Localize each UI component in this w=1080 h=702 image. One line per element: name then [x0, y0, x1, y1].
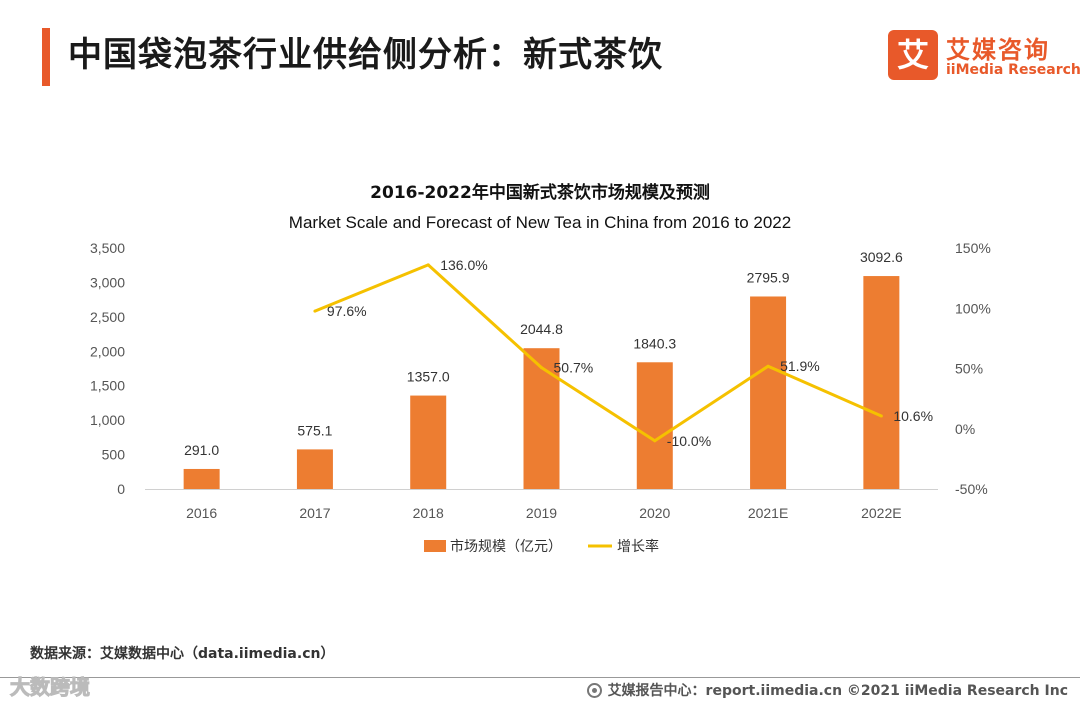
growth-rate-point — [313, 309, 317, 313]
watermark: 大数跨境 — [10, 675, 91, 700]
data-source: 数据来源：艾媒数据中心（data.iimedia.cn） — [30, 646, 335, 662]
iimedia-logo: 艾 艾媒咨询 iiMedia Research — [888, 30, 1080, 82]
page-title: 中国袋泡茶行业供给侧分析：新式茶饮 — [68, 35, 663, 75]
right-axis-tick-label: 0% — [955, 421, 975, 437]
bar-data-label: 1357.0 — [407, 369, 450, 385]
logo-mark: 艾 — [888, 30, 938, 80]
x-axis-tick-label: 2018 — [413, 505, 444, 521]
left-axis-tick-label: 500 — [102, 447, 126, 463]
right-axis-tick-label: 50% — [955, 361, 983, 377]
growth-rate-label: 136.0% — [440, 257, 487, 273]
x-axis-tick-label: 2022E — [861, 505, 901, 521]
bar-data-label: 3092.6 — [860, 249, 903, 265]
x-axis-tick-label: 2019 — [526, 505, 557, 521]
left-axis-tick-label: 3,000 — [90, 274, 125, 290]
logo-name-en: iiMedia Research — [946, 62, 1080, 78]
x-axis-tick-label: 2016 — [186, 505, 217, 521]
right-axis-tick-label: 100% — [955, 300, 991, 316]
left-axis-tick-label: 2,500 — [90, 309, 125, 325]
growth-rate-label: 97.6% — [327, 303, 367, 319]
bar-market-scale — [296, 449, 333, 489]
footer-report: 艾媒报告中心：report.iimedia.cn ©2021 iiMedia R… — [586, 680, 1068, 700]
growth-rate-line — [314, 263, 882, 443]
growth-rate-label: 10.6% — [893, 408, 933, 424]
bar-market-scale — [750, 296, 787, 489]
bar-data-label: 2795.9 — [747, 269, 790, 285]
legend-label-line: 增长率 — [617, 538, 659, 555]
chart-subtitle: Market Scale and Forecast of New Tea in … — [288, 213, 792, 232]
bar-data-label: 2044.8 — [520, 321, 563, 337]
right-axis-tick-label: -50% — [955, 481, 988, 497]
legend-swatch-bar — [424, 540, 446, 552]
globe-icon — [586, 682, 602, 698]
left-axis-tick-label: 1,000 — [90, 412, 125, 428]
bar-market-scale — [183, 468, 220, 489]
growth-rate-point — [653, 439, 657, 443]
bar-data-label: 1840.3 — [633, 335, 676, 351]
growth-rate-label: 51.9% — [780, 358, 820, 374]
x-axis-tick-label: 2020 — [639, 505, 670, 521]
growth-rate-point — [540, 366, 543, 370]
left-axis-tick-label: 0 — [117, 481, 125, 497]
chart-title: 2016-2022年中国新式茶饮市场规模及预测 — [370, 183, 710, 203]
title-accent-bar — [42, 28, 50, 86]
bar-market-scale — [863, 276, 900, 489]
bar-market-scale — [636, 362, 673, 489]
growth-rate-point — [879, 414, 883, 418]
right-axis-tick-label: 150% — [955, 240, 991, 256]
legend-label-bar: 市场规模（亿元） — [450, 538, 562, 555]
bar-market-scale — [410, 395, 447, 489]
logo-mark-glyph: 艾 — [896, 36, 929, 74]
growth-rate-point — [426, 263, 430, 267]
growth-rate-point — [766, 364, 770, 368]
footer-report-text: 艾媒报告中心：report.iimedia.cn ©2021 iiMedia R… — [607, 683, 1068, 699]
growth-rate-label: -10.0% — [667, 433, 711, 449]
x-axis-tick-label: 2021E — [748, 505, 788, 521]
left-axis-tick-label: 1,500 — [90, 378, 125, 394]
bar-data-label: 291.0 — [184, 442, 219, 458]
growth-rate-label: 50.7% — [554, 360, 594, 376]
x-axis-tick-label: 2017 — [299, 505, 330, 521]
logo-name-cn: 艾媒咨询 — [946, 36, 1050, 64]
bar-data-label: 575.1 — [297, 422, 332, 438]
bar-market-scale — [523, 348, 560, 489]
footer-divider — [0, 677, 1080, 678]
left-axis-tick-label: 3,500 — [90, 240, 125, 256]
left-axis-tick-label: 2,000 — [90, 343, 125, 359]
